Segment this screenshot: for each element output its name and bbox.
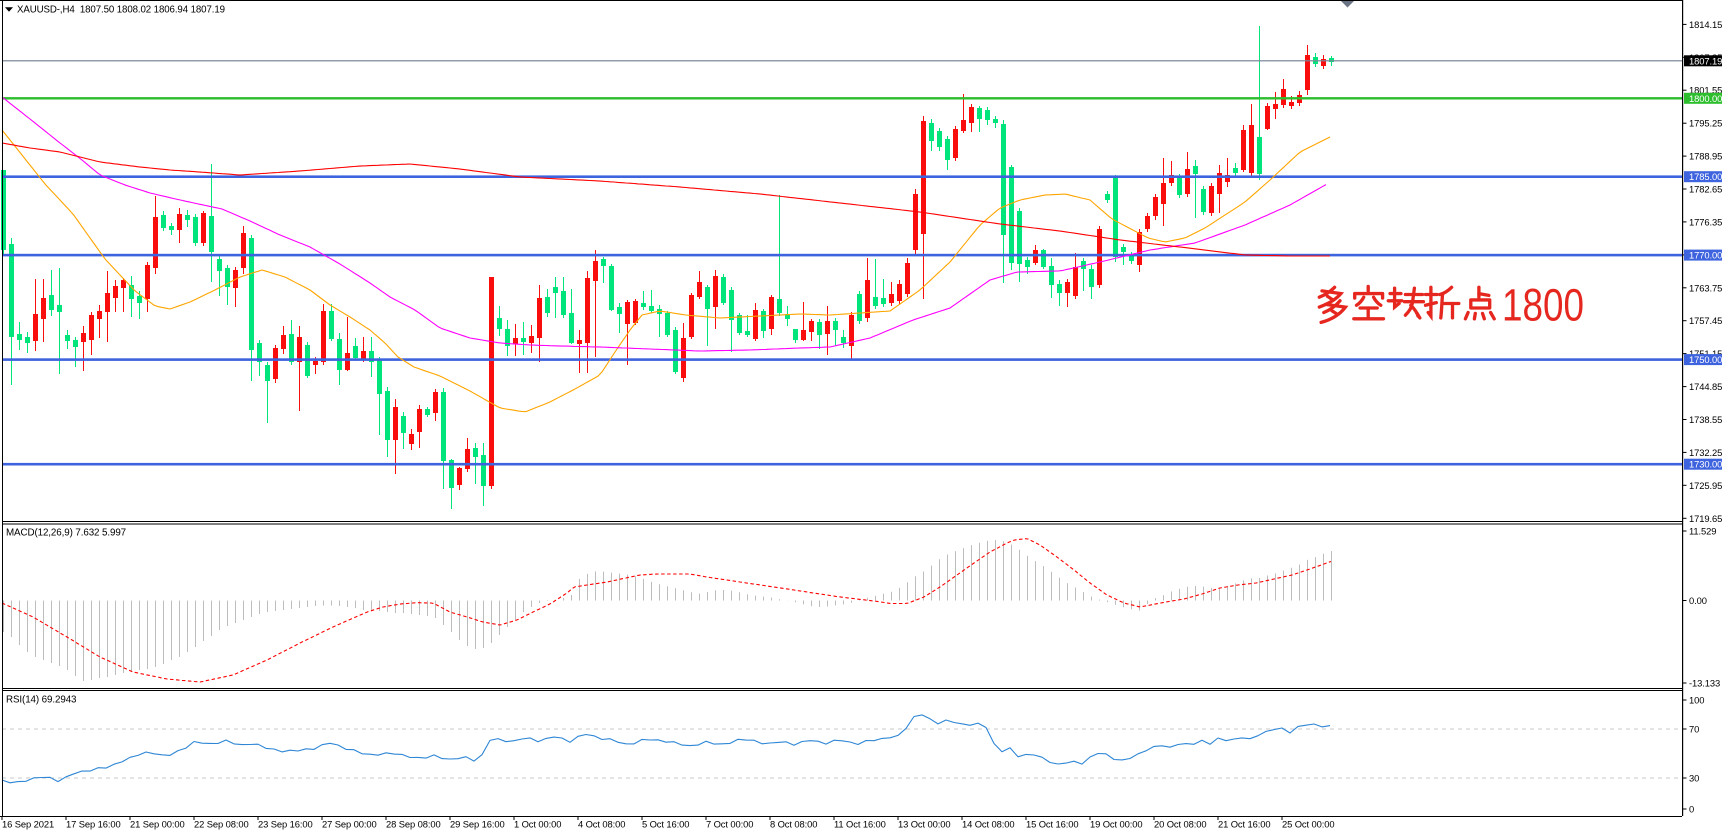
svg-text:0: 0 xyxy=(1689,804,1694,815)
svg-text:1763.75: 1763.75 xyxy=(1689,282,1722,293)
svg-text:1776.35: 1776.35 xyxy=(1689,216,1722,227)
svg-text:20 Oct 08:00: 20 Oct 08:00 xyxy=(1154,819,1206,830)
svg-text:1732.25: 1732.25 xyxy=(1689,447,1722,458)
svg-text:5 Oct 16:00: 5 Oct 16:00 xyxy=(642,819,689,830)
svg-text:4 Oct 08:00: 4 Oct 08:00 xyxy=(578,819,625,830)
svg-text:1719.65: 1719.65 xyxy=(1689,513,1722,524)
svg-text:1750.00: 1750.00 xyxy=(1689,354,1722,365)
svg-text:XAUUSD-,H4 1807.50 1808.02 18: XAUUSD-,H4 1807.50 1808.02 1806.94 1807.… xyxy=(17,4,225,15)
svg-text:100: 100 xyxy=(1689,695,1704,706)
svg-text:11 Oct 16:00: 11 Oct 16:00 xyxy=(834,819,886,830)
svg-text:27 Sep 00:00: 27 Sep 00:00 xyxy=(322,819,377,830)
svg-text:70: 70 xyxy=(1689,724,1699,735)
svg-text:29 Sep 16:00: 29 Sep 16:00 xyxy=(450,819,505,830)
svg-text:1770.00: 1770.00 xyxy=(1689,250,1722,261)
svg-text:15 Oct 16:00: 15 Oct 16:00 xyxy=(1026,819,1078,830)
svg-text:1730.00: 1730.00 xyxy=(1689,459,1722,470)
svg-text:30: 30 xyxy=(1689,773,1699,784)
svg-text:1738.55: 1738.55 xyxy=(1689,414,1722,425)
svg-text:1757.45: 1757.45 xyxy=(1689,315,1722,326)
svg-text:11.529: 11.529 xyxy=(1689,526,1716,537)
svg-text:23 Sep 16:00: 23 Sep 16:00 xyxy=(258,819,313,830)
svg-text:7 Oct 00:00: 7 Oct 00:00 xyxy=(706,819,753,830)
svg-text:21 Sep 00:00: 21 Sep 00:00 xyxy=(130,819,185,830)
svg-text:1725.95: 1725.95 xyxy=(1689,480,1722,491)
svg-text:14 Oct 08:00: 14 Oct 08:00 xyxy=(962,819,1014,830)
svg-text:25 Oct 00:00: 25 Oct 00:00 xyxy=(1282,819,1334,830)
svg-text:21 Oct 16:00: 21 Oct 16:00 xyxy=(1218,819,1270,830)
svg-text:16 Sep 2021: 16 Sep 2021 xyxy=(2,819,54,830)
svg-text:8 Oct 08:00: 8 Oct 08:00 xyxy=(770,819,817,830)
svg-text:1800.00: 1800.00 xyxy=(1689,93,1722,104)
svg-text:1782.65: 1782.65 xyxy=(1689,184,1722,195)
svg-text:1744.85: 1744.85 xyxy=(1689,381,1722,392)
svg-text:0.00: 0.00 xyxy=(1689,595,1707,606)
svg-text:1814.15: 1814.15 xyxy=(1689,19,1722,30)
svg-text:1788.95: 1788.95 xyxy=(1689,151,1722,162)
svg-text:1751.15: 1751.15 xyxy=(1689,348,1722,359)
svg-text:RSI(14) 69.2943: RSI(14) 69.2943 xyxy=(6,695,77,706)
svg-text:28 Sep 08:00: 28 Sep 08:00 xyxy=(386,819,441,830)
svg-text:1785.00: 1785.00 xyxy=(1689,171,1722,182)
svg-text:1 Oct 00:00: 1 Oct 00:00 xyxy=(514,819,561,830)
svg-text:MACD(12,26,9) 7.632 5.997: MACD(12,26,9) 7.632 5.997 xyxy=(6,528,126,539)
svg-text:1795.25: 1795.25 xyxy=(1689,118,1722,129)
svg-text:1801.55: 1801.55 xyxy=(1689,85,1722,96)
svg-text:1800: 1800 xyxy=(1502,280,1584,331)
svg-text:19 Oct 00:00: 19 Oct 00:00 xyxy=(1090,819,1142,830)
svg-text:17 Sep 16:00: 17 Sep 16:00 xyxy=(66,819,121,830)
svg-text:22 Sep 08:00: 22 Sep 08:00 xyxy=(194,819,249,830)
svg-text:13 Oct 00:00: 13 Oct 00:00 xyxy=(898,819,950,830)
svg-text:1807.19: 1807.19 xyxy=(1689,55,1722,66)
svg-text:-13.133: -13.133 xyxy=(1689,678,1720,689)
